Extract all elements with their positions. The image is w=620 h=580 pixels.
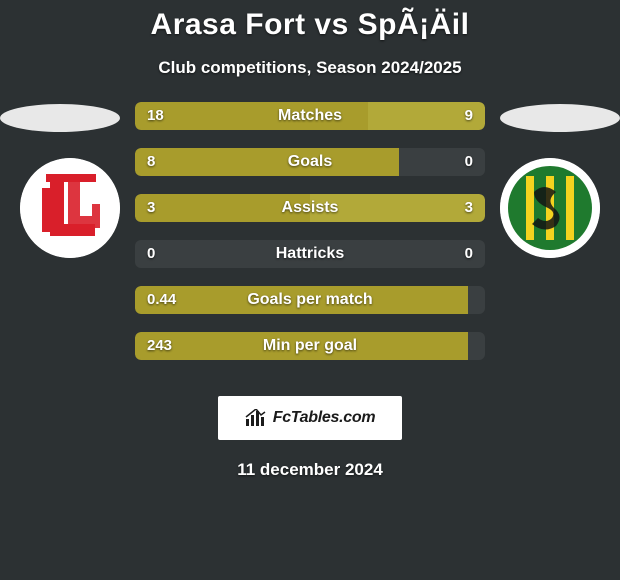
stat-bar-left — [135, 332, 468, 360]
stat-value-right: 0 — [465, 240, 473, 268]
shadow-ellipse-right — [500, 104, 620, 132]
page-title: Arasa Fort vs SpÃ¡Äil — [0, 8, 620, 42]
subtitle: Club competitions, Season 2024/2025 — [0, 58, 620, 78]
stat-value-left: 3 — [147, 194, 155, 222]
stat-value-left: 243 — [147, 332, 172, 360]
stat-value-left: 0.44 — [147, 286, 176, 314]
logo-left-svg — [20, 158, 120, 258]
brand-text: FcTables.com — [273, 409, 376, 427]
logo-right-svg — [500, 158, 600, 258]
stat-row: 0 0Hattricks — [135, 240, 485, 268]
stat-bar-left — [135, 286, 468, 314]
stat-row: 33Assists — [135, 194, 485, 222]
stat-bar-left — [135, 148, 399, 176]
stat-value-right: 0 — [465, 148, 473, 176]
brand-badge: FcTables.com — [218, 396, 402, 440]
stat-bar-left — [135, 194, 310, 222]
bar-chart-icon — [245, 409, 267, 427]
stat-value-left: 18 — [147, 102, 164, 130]
stat-bar-left — [135, 102, 368, 130]
stat-bars: 189Matches80Goals33Assists00Hattricks0.4… — [135, 102, 485, 378]
card: Arasa Fort vs SpÃ¡Äil Club competitions,… — [0, 0, 620, 580]
shadow-ellipse-left — [0, 104, 120, 132]
stat-row: 0.44Goals per match — [135, 286, 485, 314]
date-text: 11 december 2024 — [0, 460, 620, 480]
stat-label: Hattricks — [135, 240, 485, 268]
stat-row: 80Goals — [135, 148, 485, 176]
stat-row: 243Min per goal — [135, 332, 485, 360]
stat-value-right: 3 — [465, 194, 473, 222]
stat-row: 189Matches — [135, 102, 485, 130]
stat-value-right: 9 — [465, 102, 473, 130]
team-logo-right — [500, 158, 600, 258]
stat-value-left: 0 — [147, 240, 155, 268]
team-logo-left — [20, 158, 120, 258]
stats-area: 189Matches80Goals33Assists00Hattricks0.4… — [0, 102, 620, 382]
stat-value-left: 8 — [147, 148, 155, 176]
stat-bar-right — [310, 194, 485, 222]
